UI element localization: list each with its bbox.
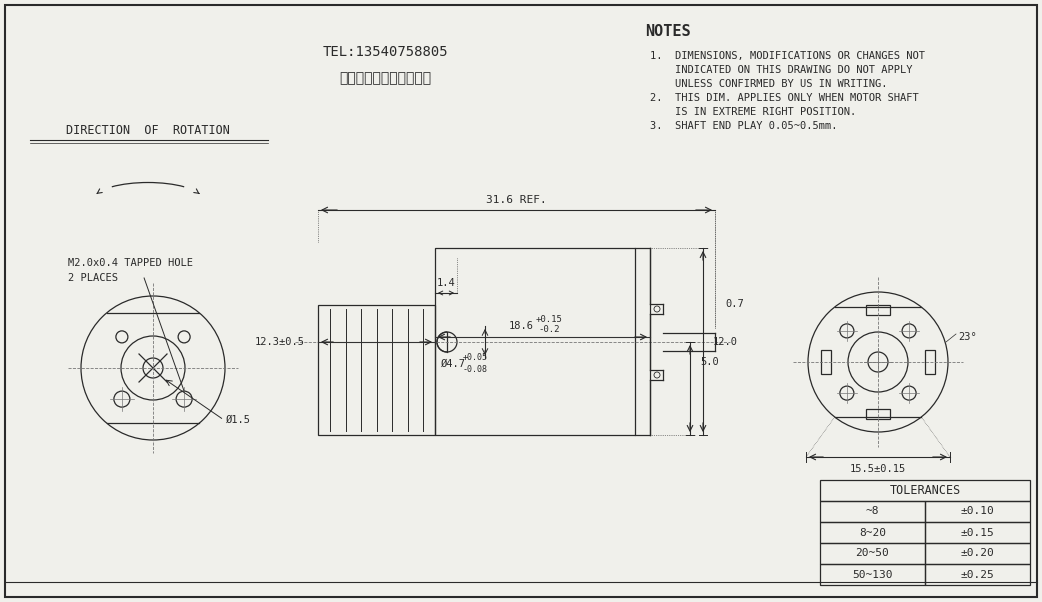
Text: ±0.25: ±0.25 xyxy=(961,569,994,580)
Bar xyxy=(925,501,1029,522)
Text: -0.2: -0.2 xyxy=(539,326,560,335)
Bar xyxy=(925,350,935,374)
Text: 1.4: 1.4 xyxy=(437,278,455,288)
Text: ±0.10: ±0.10 xyxy=(961,506,994,517)
Text: 15.5±0.15: 15.5±0.15 xyxy=(850,464,907,474)
Bar xyxy=(925,564,1029,585)
Text: M2.0x0.4 TAPPED HOLE: M2.0x0.4 TAPPED HOLE xyxy=(68,258,193,268)
Bar xyxy=(435,248,635,435)
Bar xyxy=(820,543,925,564)
Text: ~8: ~8 xyxy=(866,506,879,517)
Text: +0.05: +0.05 xyxy=(463,353,488,362)
Text: Ø1.5: Ø1.5 xyxy=(226,415,251,425)
Text: Ø4.7: Ø4.7 xyxy=(441,359,466,369)
Bar xyxy=(820,501,925,522)
Text: 12.0: 12.0 xyxy=(713,337,738,347)
Text: 深圳市品成电机有限公司: 深圳市品成电机有限公司 xyxy=(339,71,431,85)
Text: INDICATED ON THIS DRAWING DO NOT APPLY: INDICATED ON THIS DRAWING DO NOT APPLY xyxy=(650,65,913,75)
Text: NOTES: NOTES xyxy=(645,25,691,40)
Text: +0.15: +0.15 xyxy=(536,315,563,324)
Text: 5.0: 5.0 xyxy=(700,357,719,367)
Bar xyxy=(866,409,890,419)
Text: DIRECTION  OF  ROTATION: DIRECTION OF ROTATION xyxy=(66,125,230,137)
Bar xyxy=(925,543,1029,564)
Text: ±0.20: ±0.20 xyxy=(961,548,994,559)
Bar xyxy=(820,564,925,585)
Text: 3.  SHAFT END PLAY 0.05~0.5mm.: 3. SHAFT END PLAY 0.05~0.5mm. xyxy=(650,121,838,131)
Text: 8~20: 8~20 xyxy=(859,527,886,538)
Bar xyxy=(318,305,435,435)
Text: 2 PLACES: 2 PLACES xyxy=(68,273,118,283)
Bar xyxy=(820,522,925,543)
Text: IS IN EXTREME RIGHT POSITION.: IS IN EXTREME RIGHT POSITION. xyxy=(650,107,857,117)
Text: 23°: 23° xyxy=(958,332,976,342)
Text: 31.6 REF.: 31.6 REF. xyxy=(487,195,547,205)
Text: TEL:13540758805: TEL:13540758805 xyxy=(322,45,448,59)
Text: 2.  THIS DIM. APPLIES ONLY WHEN MOTOR SHAFT: 2. THIS DIM. APPLIES ONLY WHEN MOTOR SHA… xyxy=(650,93,919,103)
Text: TOLERANCES: TOLERANCES xyxy=(890,484,961,497)
Text: 0.7: 0.7 xyxy=(725,299,744,309)
Text: 50~130: 50~130 xyxy=(852,569,893,580)
Bar xyxy=(821,350,832,374)
Bar xyxy=(820,480,1029,501)
Text: 1.  DIMENSIONS, MODIFICATIONS OR CHANGES NOT: 1. DIMENSIONS, MODIFICATIONS OR CHANGES … xyxy=(650,51,925,61)
Text: UNLESS CONFIRMED BY US IN WRITING.: UNLESS CONFIRMED BY US IN WRITING. xyxy=(650,79,888,89)
Text: 12.3±0.5: 12.3±0.5 xyxy=(255,337,305,347)
Text: 18.6: 18.6 xyxy=(508,321,534,331)
Bar xyxy=(925,522,1029,543)
Text: 20~50: 20~50 xyxy=(855,548,890,559)
Text: -0.08: -0.08 xyxy=(463,365,488,374)
Bar xyxy=(866,305,890,315)
Text: ±0.15: ±0.15 xyxy=(961,527,994,538)
